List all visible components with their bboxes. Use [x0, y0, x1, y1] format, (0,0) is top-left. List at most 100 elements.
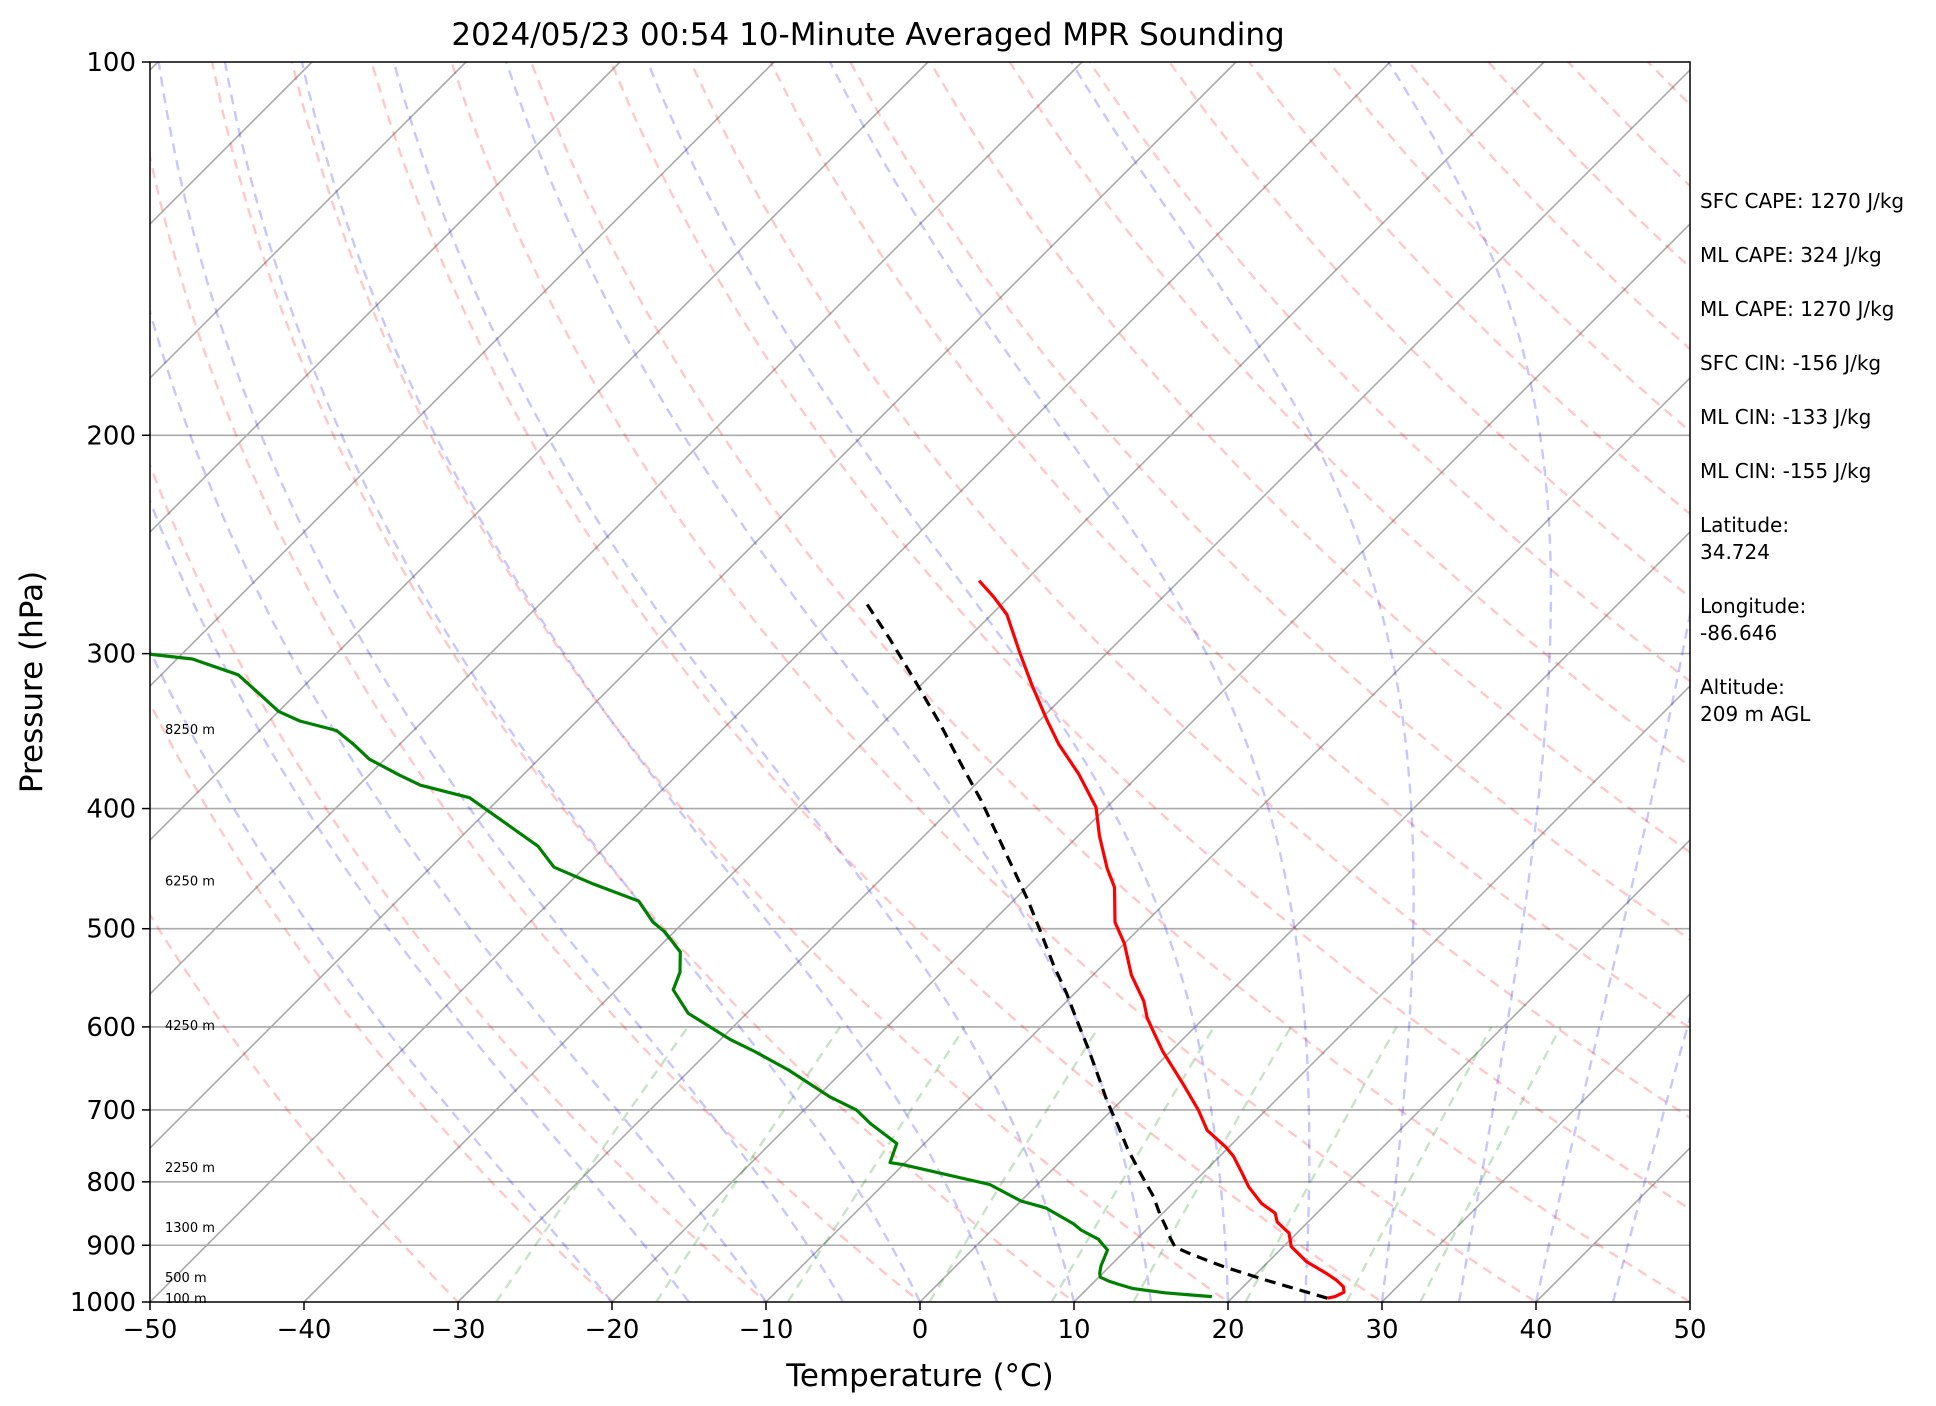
stat-sfc-cin: SFC CIN: -156 J/kg: [1700, 351, 1882, 375]
mixing-ratio-line: [928, 1026, 1100, 1302]
x-tick-label: 0: [912, 1315, 929, 1345]
latitude-label: Latitude:: [1700, 513, 1790, 537]
chart-title: 2024/05/23 00:54 10-Minute Averaged MPR …: [451, 17, 1284, 53]
x-axis-ticks: −50 −40 −30 −20 −10 0 10 20 30 40 50: [123, 1302, 1707, 1345]
moist-adiabat-line: [1534, 608, 1690, 1302]
isotherm-line: [0, 62, 4, 1302]
isotherm-line: [611, 222, 1690, 1302]
mixing-ratio-line: [1050, 1026, 1216, 1302]
y-tick-label: 600: [86, 1013, 136, 1043]
mixing-ratio-line: [1419, 1026, 1562, 1302]
isotherm-line: [1073, 684, 1690, 1302]
dry-adiabat-line: [689, 62, 1690, 1120]
isotherm-line: [150, 62, 467, 380]
stats-panel: SFC CAPE: 1270 J/kg ML CAPE: 324 J/kg ML…: [1700, 188, 1930, 755]
background-grid: [0, 62, 1690, 1302]
stat-ml-cape: ML CAPE: 324 J/kg: [1700, 243, 1882, 267]
height-labels: 8250 m 6250 m 4250 m 2250 m 1300 m 500 m 100 m: [165, 723, 215, 1307]
mixing-ratio-line: [495, 1026, 689, 1302]
y-axis-ticks: 100 200 300 400 500 600 700 800 900 1000: [70, 48, 150, 1318]
moist-adiabat-line: [300, 62, 999, 1302]
moist-adiabat-line: [1611, 1013, 1690, 1302]
y-tick-label: 200: [86, 421, 136, 451]
x-tick-label: −20: [585, 1315, 640, 1345]
latitude-block: Latitude: 34.724: [1700, 512, 1930, 566]
dry-adiabat-line: [450, 62, 1539, 1302]
altitude-value: 209 m AGL: [1700, 702, 1811, 726]
y-tick-label: 1000: [70, 1288, 136, 1318]
height-label: 6250 m: [165, 874, 215, 889]
stat-sfc-cape: SFC CAPE: 1270 J/kg: [1700, 189, 1905, 213]
altitude-label: Altitude:: [1700, 675, 1785, 699]
isotherm-line: [150, 62, 621, 534]
moist-adiabat-line: [157, 62, 845, 1302]
height-label: 500 m: [165, 1271, 207, 1286]
dry-adiabat-line: [928, 62, 1690, 854]
y-tick-label: 400: [86, 795, 136, 825]
isotherm-line: [1227, 838, 1690, 1302]
dry-adiabat-line: [290, 62, 1231, 1302]
moist-adiabat-line: [150, 307, 767, 1302]
isotherm-line: [919, 530, 1690, 1302]
isotherm-line: [150, 62, 775, 688]
y-tick-label: 700: [86, 1096, 136, 1126]
longitude-block: Longitude: -86.646: [1700, 593, 1930, 647]
isotherm-line: [150, 62, 1391, 1302]
y-tick-label: 300: [86, 640, 136, 670]
isotherm-line: [457, 68, 1690, 1302]
y-tick-label: 800: [86, 1168, 136, 1198]
stat-ml-cape-2: ML CAPE: 1270 J/kg: [1700, 297, 1895, 321]
dry-adiabat-line: [1088, 62, 1690, 683]
dry-adiabat-line: [210, 62, 1076, 1302]
isotherm-line: [303, 62, 1545, 1302]
isotherm-line: [150, 62, 929, 842]
x-tick-label: 40: [1519, 1315, 1552, 1345]
x-tick-label: −40: [277, 1315, 332, 1345]
mixing-ratio-line: [1345, 1026, 1493, 1302]
temperature-profile: [977, 579, 1346, 1300]
dewpoint-profile: [150, 652, 1213, 1299]
x-tick-label: −10: [739, 1315, 794, 1345]
x-tick-label: −30: [431, 1315, 486, 1345]
isotherm-line: [150, 62, 1237, 1150]
longitude-value: -86.646: [1700, 621, 1778, 645]
moist-adiabat-line: [223, 62, 922, 1302]
moist-adiabat-line: [1070, 62, 1415, 1302]
height-label: 4250 m: [165, 1019, 215, 1034]
x-tick-label: 50: [1673, 1315, 1706, 1345]
moist-adiabat-line: [828, 62, 1311, 1302]
y-axis-label: Pressure (hPa): [14, 571, 50, 793]
moist-adiabat-line: [150, 647, 613, 1302]
latitude-value: 34.724: [1700, 540, 1770, 564]
moist-adiabat-line: [150, 497, 690, 1302]
x-tick-label: −50: [123, 1315, 178, 1345]
moist-adiabat-line: [1387, 62, 1553, 1302]
isotherm-line: [765, 376, 1690, 1302]
dry-adiabat-line: [769, 62, 1690, 1030]
height-label: 8250 m: [165, 723, 215, 738]
longitude-label: Longitude:: [1700, 594, 1807, 618]
moist-adiabat-line: [646, 62, 1230, 1302]
mixing-ratio-line: [655, 1026, 842, 1302]
plot-frame: [149, 61, 1691, 1303]
dry-adiabat-line: [529, 62, 1690, 1302]
x-tick-label: 20: [1211, 1315, 1244, 1345]
moist-adiabat-line: [505, 62, 1153, 1302]
sounding-profiles: [150, 579, 1346, 1300]
y-tick-label: 100: [86, 48, 136, 78]
altitude-block: Altitude: 209 m AGL: [1700, 674, 1930, 728]
mixing-ratio-line: [786, 1026, 966, 1302]
y-tick-label: 500: [86, 915, 136, 945]
x-tick-label: 30: [1365, 1315, 1398, 1345]
isotherm-line: [1381, 992, 1690, 1302]
dry-adiabat-line: [150, 912, 460, 1302]
y-tick-label: 900: [86, 1231, 136, 1261]
dry-adiabat-line: [150, 700, 614, 1302]
stat-ml-cin-2: ML CIN: -155 J/kg: [1700, 459, 1872, 483]
moist-adiabat-line: [392, 62, 1076, 1302]
dry-adiabat-line: [609, 62, 1690, 1211]
stat-ml-cin: ML CIN: -133 J/kg: [1700, 405, 1872, 429]
isotherm-line: [150, 62, 1083, 996]
dry-adiabat-line: [370, 62, 1385, 1302]
